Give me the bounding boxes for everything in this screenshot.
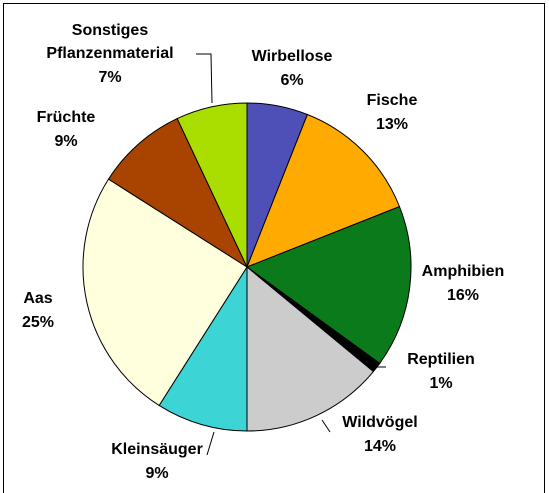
slice-label: Wildvögel [342,414,417,431]
leader-line [206,431,215,456]
pie-slice [107,117,249,269]
pie-slice [246,265,375,432]
slice-label: Amphibien [422,263,505,280]
leader-line [321,419,331,433]
slice-label: Wirbellose [252,48,333,65]
slice-label: Früchte [37,109,96,126]
pie-slice [176,102,248,268]
value-label: 16% [447,287,479,304]
pie-slice [245,205,412,365]
value-label: 13% [376,116,408,133]
slice-label: Kleinsäuger [111,441,203,458]
slice-label: Aas [23,290,52,307]
pie-slice [158,265,248,432]
slice-label: Sonstiges Pflanzenmaterial [46,22,173,62]
value-label: 14% [364,438,396,455]
value-label: 9% [145,465,168,482]
value-label: 1% [429,375,452,392]
value-label: 7% [98,69,121,86]
value-label: 6% [280,72,303,89]
pie-slice [246,113,401,268]
value-label: 9% [54,133,77,150]
leader-line [196,53,213,104]
value-label: 25% [22,314,54,331]
slice-label: Reptilien [407,351,475,368]
pie-slice [82,178,248,407]
slice-label: Fische [367,92,418,109]
